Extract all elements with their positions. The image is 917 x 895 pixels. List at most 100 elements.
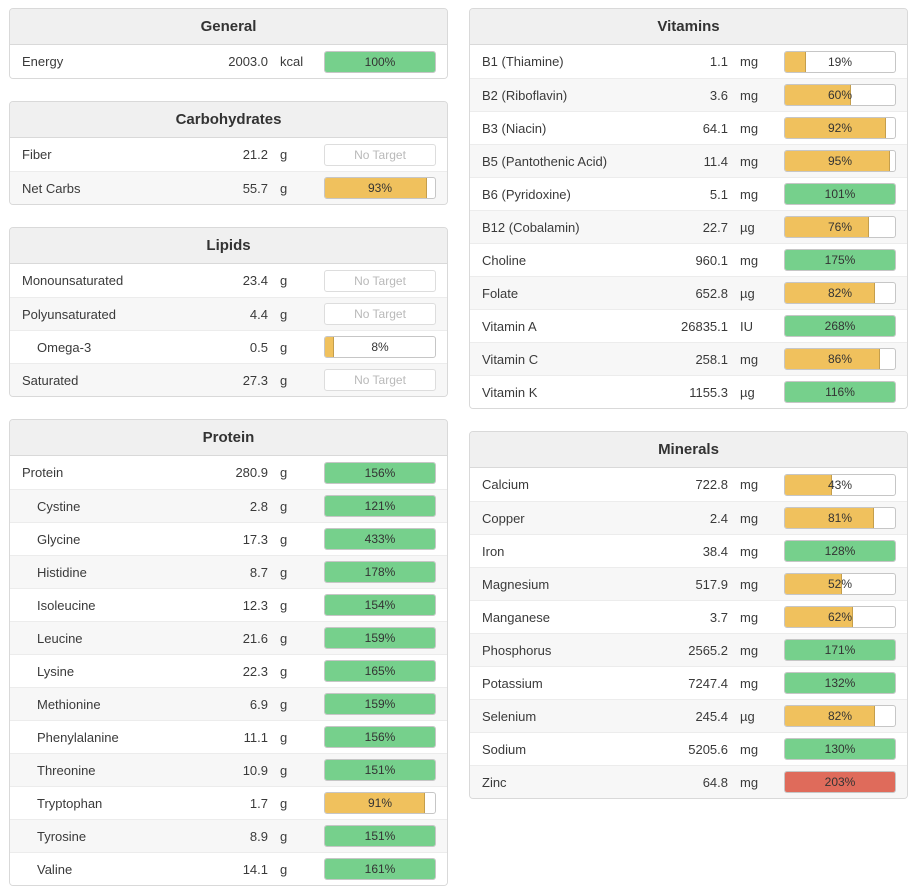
target-progress-bar: 43% (784, 473, 896, 496)
panel-body-minerals: Calcium 722.8 mg 43% Copper 2.4 mg 81% Iron 38.4 m… (470, 468, 907, 798)
progress-fill (325, 661, 435, 681)
nutrient-row-vitamin-k[interactable]: Vitamin K 1155.3 µg 116% (470, 375, 907, 408)
target-progress-bar: 60% (784, 84, 896, 106)
progress-fill (785, 250, 895, 270)
panel-carbohydrates: Carbohydrates Fiber 21.2 g No Target Net Carb… (9, 101, 448, 205)
nutrient-value: 2.8 (249, 498, 268, 514)
nutrient-row-tryptophan[interactable]: Tryptophan 1.7 g 91% (10, 786, 447, 819)
nutrient-row-copper[interactable]: Copper 2.4 mg 81% (470, 501, 907, 534)
nutrient-row-selenium[interactable]: Selenium 245.4 µg 82% (470, 699, 907, 732)
nutrient-row-isoleucine[interactable]: Isoleucine 12.3 g 154% (10, 588, 447, 621)
nutrient-row-zinc[interactable]: Zinc 64.8 mg 203% (470, 765, 907, 798)
nutrient-row-potassium[interactable]: Potassium 7247.4 mg 132% (470, 666, 907, 699)
nutrient-name: B1 (Thiamine) (482, 54, 564, 69)
panel-title-lipids: Lipids (10, 228, 447, 264)
nutrient-unit: g (280, 828, 288, 844)
nutrient-row-valine[interactable]: Valine 14.1 g 161% (10, 852, 447, 885)
target-progress-bar: 159% (324, 693, 436, 715)
nutrient-row-vitamin-a[interactable]: Vitamin A 26835.1 IU 268% (470, 309, 907, 342)
target-progress-bar: 159% (324, 627, 436, 649)
nutrient-unit: g (280, 597, 288, 613)
target-progress-bar: 95% (784, 150, 896, 172)
nutrient-row-leucine[interactable]: Leucine 21.6 g 159% (10, 621, 447, 654)
nutrient-value: 1.7 (249, 795, 268, 811)
nutrient-row-manganese[interactable]: Manganese 3.7 mg 62% (470, 600, 907, 633)
nutrient-row-iron[interactable]: Iron 38.4 mg 128% (470, 534, 907, 567)
progress-percent: 82% (827, 709, 853, 723)
nutrient-unit: g (280, 564, 288, 580)
nutrient-row-folate[interactable]: Folate 652.8 µg 82% (470, 276, 907, 309)
progress-fill (325, 760, 435, 780)
nutrient-name: Isoleucine (37, 597, 96, 613)
nutrient-name: Sodium (482, 741, 527, 757)
nutrient-row-omega-3[interactable]: Omega-3 0.5 g 8% (10, 330, 447, 363)
progress-percent: 95% (827, 154, 853, 168)
target-progress-bar: 82% (784, 705, 896, 727)
nutrient-unit: mg (740, 609, 759, 625)
column-left: General Energy 2003.0 kcal 100% Carbohydrates… (9, 8, 448, 887)
nutrient-row-b2-riboflavin[interactable]: B2 (Riboflavin) 3.6 mg 60% (470, 78, 907, 111)
nutrient-name: Histidine (37, 564, 87, 580)
nutrient-row-lysine[interactable]: Lysine 22.3 g 165% (10, 654, 447, 687)
nutrient-row-energy[interactable]: Energy 2003.0 kcal 100% (10, 45, 447, 78)
nutrient-row-vitamin-c[interactable]: Vitamin C 258.1 mg 86% (470, 342, 907, 375)
target-progress-bar: 203% (784, 771, 896, 793)
progress-fill (785, 772, 895, 792)
progress-fill (785, 283, 876, 303)
progress-percent: 82% (827, 286, 853, 300)
progress-percent: 101% (824, 187, 856, 201)
nutrient-row-protein[interactable]: Protein 280.9 g 156% (10, 456, 447, 489)
nutrient-row-phenylalanine[interactable]: Phenylalanine 11.1 g 156% (10, 720, 447, 753)
target-progress-bar: 130% (784, 738, 896, 760)
target-progress-bar: 156% (324, 461, 436, 484)
nutrient-row-b5-pantothenic-acid[interactable]: B5 (Pantothenic Acid) 11.4 mg 95% (470, 144, 907, 177)
nutrient-name: Threonine (37, 762, 96, 778)
nutrient-row-net-carbs[interactable]: Net Carbs 55.7 g 93% (10, 171, 447, 204)
nutrient-row-magnesium[interactable]: Magnesium 517.9 mg 52% (470, 567, 907, 600)
nutrient-row-fiber[interactable]: Fiber 21.2 g No Target (10, 138, 447, 171)
progress-fill (785, 640, 895, 660)
nutrient-value: 245.4 (695, 708, 728, 724)
target-progress-bar: 165% (324, 660, 436, 682)
nutrient-row-saturated[interactable]: Saturated 27.3 g No Target (10, 363, 447, 396)
nutrient-unit: mg (740, 351, 759, 367)
progress-fill (325, 826, 435, 846)
target-progress-bar: 433% (324, 528, 436, 550)
nutrient-row-phosphorus[interactable]: Phosphorus 2565.2 mg 171% (470, 633, 907, 666)
nutrient-row-histidine[interactable]: Histidine 8.7 g 178% (10, 555, 447, 588)
target-progress-bar: 19% (784, 50, 896, 73)
progress-percent: 161% (364, 862, 396, 876)
nutrient-unit: µg (740, 708, 755, 724)
nutrient-unit: mg (740, 642, 759, 658)
nutrient-row-b12-cobalamin[interactable]: B12 (Cobalamin) 22.7 µg 76% (470, 210, 907, 243)
nutrient-value: 64.8 (702, 774, 728, 790)
progress-fill (325, 727, 435, 747)
nutrient-unit: mg (740, 774, 759, 790)
progress-fill (785, 541, 895, 561)
nutrient-row-choline[interactable]: Choline 960.1 mg 175% (470, 243, 907, 276)
progress-fill (325, 628, 435, 648)
nutrient-row-b1-thiamine[interactable]: B1 (Thiamine) 1.1 mg 19% (470, 45, 907, 78)
nutrient-row-methionine[interactable]: Methionine 6.9 g 159% (10, 687, 447, 720)
nutrient-row-monounsaturated[interactable]: Monounsaturated 23.4 g No Target (10, 264, 447, 297)
target-progress-bar: 156% (324, 726, 436, 748)
nutrient-row-glycine[interactable]: Glycine 17.3 g 433% (10, 522, 447, 555)
nutrient-unit: mg (740, 54, 759, 69)
nutrient-row-calcium[interactable]: Calcium 722.8 mg 43% (470, 468, 907, 501)
nutrient-unit: mg (740, 576, 759, 592)
nutrient-value: 3.7 (709, 609, 728, 625)
nutrient-row-cystine[interactable]: Cystine 2.8 g 121% (10, 489, 447, 522)
nutrient-unit: µg (740, 285, 755, 301)
nutrient-row-sodium[interactable]: Sodium 5205.6 mg 130% (470, 732, 907, 765)
nutrient-row-tyrosine[interactable]: Tyrosine 8.9 g 151% (10, 819, 447, 852)
nutrient-name: B2 (Riboflavin) (482, 87, 568, 103)
nutrient-row-b3-niacin[interactable]: B3 (Niacin) 64.1 mg 92% (470, 111, 907, 144)
nutrient-row-polyunsaturated[interactable]: Polyunsaturated 4.4 g No Target (10, 297, 447, 330)
nutrient-row-b6-pyridoxine[interactable]: B6 (Pyridoxine) 5.1 mg 101% (470, 177, 907, 210)
progress-percent: 433% (364, 532, 396, 546)
progress-percent: 178% (364, 565, 396, 579)
nutrient-name: Zinc (482, 774, 507, 790)
nutrient-value: 2.4 (709, 510, 728, 526)
target-progress-bar: 178% (324, 561, 436, 583)
nutrient-row-threonine[interactable]: Threonine 10.9 g 151% (10, 753, 447, 786)
